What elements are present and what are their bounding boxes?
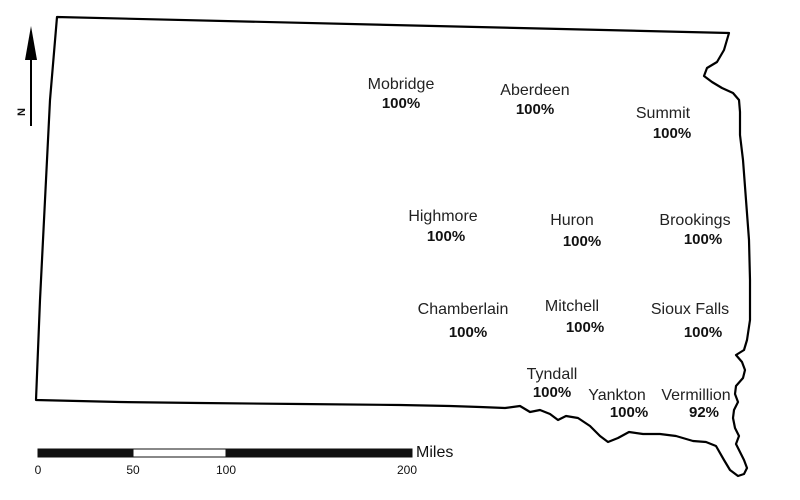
site-labels: Mobridge 100% Aberdeen 100% Summit 100% … (368, 76, 731, 421)
site-value: 92% (689, 404, 719, 421)
site-name: Mitchell (545, 298, 599, 315)
site-name: Tyndall (527, 366, 578, 383)
scale-tick-50: 50 (126, 463, 140, 477)
site-name: Sioux Falls (651, 301, 729, 318)
site-value: 100% (449, 324, 487, 341)
site-name: Brookings (659, 212, 730, 229)
site-value: 100% (533, 384, 571, 401)
scale-segment-2 (132, 448, 227, 458)
site-name: Huron (550, 212, 594, 229)
scale-tick-100: 100 (216, 463, 236, 477)
site-value: 100% (684, 324, 722, 341)
site-value: 100% (563, 233, 601, 250)
scale-bar: Miles 0 50 100 200 (35, 444, 454, 477)
site-name: Aberdeen (500, 82, 569, 99)
site-name: Summit (636, 105, 691, 122)
scale-tick-0: 0 (35, 463, 42, 477)
site-name: Yankton (588, 387, 646, 404)
north-arrow: N (16, 26, 37, 126)
site-name: Mobridge (368, 76, 435, 93)
scale-tick-200: 200 (397, 463, 417, 477)
site-value: 100% (516, 101, 554, 118)
site-value: 100% (653, 125, 691, 142)
state-outline (34, 15, 752, 478)
scale-segment-1 (37, 448, 134, 458)
site-value: 100% (684, 231, 722, 248)
scale-units-label: Miles (416, 444, 453, 461)
site-value: 100% (566, 319, 604, 336)
site-value: 100% (382, 95, 420, 112)
site-name: Vermillion (661, 387, 730, 404)
scale-segment-3 (225, 448, 413, 458)
site-value: 100% (610, 404, 648, 421)
site-name: Highmore (408, 208, 477, 225)
site-value: 100% (427, 228, 465, 245)
site-name: Chamberlain (418, 301, 509, 318)
north-label: N (16, 108, 28, 116)
north-arrow-icon (25, 26, 37, 60)
